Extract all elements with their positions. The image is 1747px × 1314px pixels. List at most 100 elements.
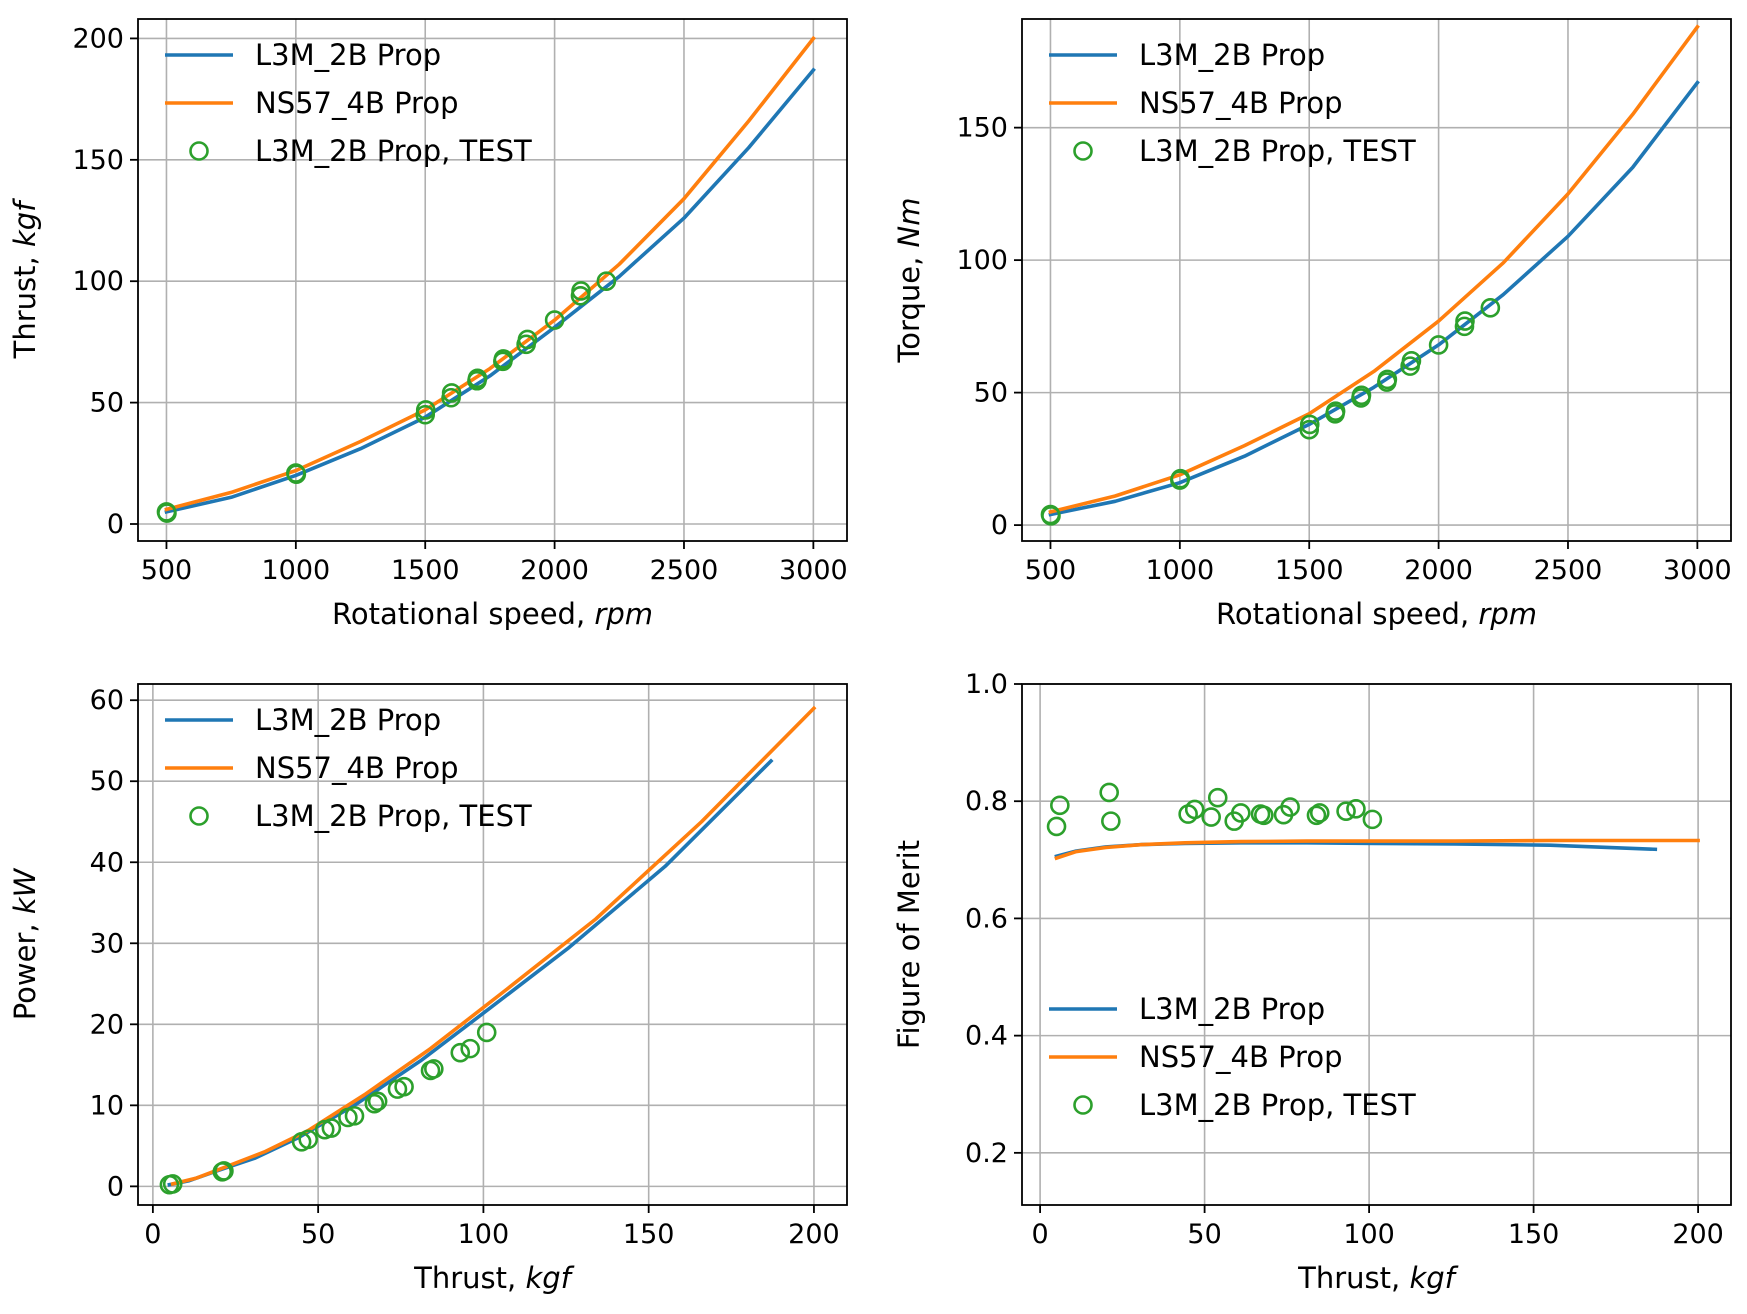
- legend: L3M_2B Prop NS57_4B Prop L3M_2B Prop, TEST: [1049, 38, 1416, 168]
- y-axis-label: Figure of Merit: [892, 840, 926, 1049]
- test-data-point: [1046, 816, 1067, 837]
- test-data-point: [1201, 807, 1221, 827]
- x-tick-label: 200: [1672, 1219, 1724, 1250]
- y-tick-label: 50: [90, 388, 124, 419]
- x-tick-label: 1000: [261, 555, 330, 586]
- legend-label: L3M_2B Prop: [1139, 992, 1325, 1026]
- test-data-point: [1362, 809, 1383, 830]
- legend-label: L3M_2B Prop, TEST: [255, 134, 532, 168]
- legend-label: NS57_4B Prop: [1139, 1040, 1342, 1074]
- x-axis-label: Rotational speed, rpm: [1216, 597, 1537, 631]
- test-data-point: [450, 1042, 471, 1063]
- test-data-point: [1299, 414, 1320, 435]
- legend-label: L3M_2B Prop, TEST: [1139, 134, 1416, 168]
- test-data-point: [214, 1161, 234, 1181]
- x-tick-label: 3000: [1663, 555, 1732, 586]
- series-line-l3m-2b-prop: [1048, 80, 1700, 517]
- legend-marker-swatch: [1073, 1095, 1093, 1115]
- x-axis-label: Thrust, kgf: [413, 1261, 575, 1295]
- y-tick-label: 0: [107, 509, 124, 540]
- x-axis-label: Rotational speed, rpm: [332, 597, 653, 631]
- test-data-point: [364, 1093, 385, 1114]
- x-tick-label: 1500: [1275, 555, 1344, 586]
- series-line-ns57-4b-prop: [1054, 838, 1700, 861]
- x-tick-label: 100: [1343, 1219, 1395, 1250]
- test-data-point: [1336, 801, 1356, 821]
- series-line-ns57-4b-prop: [164, 35, 816, 512]
- y-tick-label: 0.8: [965, 786, 1008, 817]
- y-tick-label: 0.4: [965, 1021, 1008, 1052]
- test-data-point: [476, 1022, 497, 1043]
- x-tick-label: 150: [623, 1219, 675, 1250]
- legend: L3M_2B Prop NS57_4B Prop L3M_2B Prop, TEST: [165, 703, 532, 833]
- legend-label: L3M_2B Prop, TEST: [255, 799, 532, 833]
- test-data-point: [517, 329, 538, 350]
- test-data-point: [424, 1059, 444, 1079]
- series-line-l3m-2b-prop: [164, 67, 816, 515]
- legend-label: L3M_2B Prop, TEST: [1139, 1088, 1416, 1122]
- y-tick-label: 10: [90, 1090, 124, 1121]
- y-tick-label: 40: [90, 847, 124, 878]
- test-data-point: [415, 400, 436, 420]
- legend-marker-swatch: [189, 141, 209, 161]
- y-tick-label: 0.2: [965, 1138, 1008, 1169]
- chart-panel-1: 500 1000 1500 2000 2500 3000 0 50 100 150 200 Rotat…: [8, 18, 848, 631]
- legend-label: NS57_4B Prop: [255, 86, 458, 120]
- y-tick-label: 0: [991, 510, 1008, 541]
- y-axis-label: Power, kW: [8, 867, 42, 1020]
- y-tick-label: 0: [107, 1171, 124, 1202]
- series-line-ns57-4b-prop: [1048, 24, 1700, 515]
- test-data-point: [1306, 805, 1327, 826]
- test-data-point: [162, 1174, 183, 1194]
- x-tick-label: 200: [788, 1219, 840, 1250]
- test-data-point: [1207, 787, 1228, 808]
- x-tick-label: 2500: [1534, 555, 1603, 586]
- chart-panel-2: 500 1000 1500 2000 2500 3000 0 50 100 150 Rotation…: [892, 18, 1732, 631]
- test-data-point: [1230, 803, 1251, 823]
- test-data-point: [1041, 506, 1061, 526]
- test-data-point: [1346, 799, 1366, 819]
- x-tick-label: 100: [458, 1219, 510, 1250]
- test-data-point: [1280, 797, 1300, 817]
- x-tick-label: 0: [1032, 1219, 1049, 1250]
- legend-marker-swatch: [189, 806, 209, 826]
- y-tick-label: 0.6: [965, 903, 1008, 934]
- legend-label: L3M_2B Prop: [255, 703, 441, 737]
- test-data-point: [1101, 811, 1121, 831]
- test-data-point: [1184, 799, 1205, 820]
- y-tick-label: 1.0: [965, 669, 1008, 700]
- y-tick-label: 150: [72, 145, 124, 176]
- y-tick-label: 200: [72, 23, 124, 54]
- legend: L3M_2B Prop NS57_4B Prop L3M_2B Prop, TEST: [1049, 992, 1416, 1122]
- test-data-point: [1099, 782, 1119, 803]
- y-tick-label: 50: [90, 766, 124, 797]
- test-data-point: [544, 310, 565, 330]
- legend: L3M_2B Prop NS57_4B Prop L3M_2B Prop, TEST: [165, 38, 532, 168]
- test-data-point: [460, 1038, 480, 1059]
- x-tick-label: 2000: [520, 555, 589, 586]
- y-axis-label: Torque, Nm: [892, 198, 926, 364]
- legend-marker-swatch: [1073, 141, 1093, 161]
- test-data-point: [1254, 805, 1274, 826]
- test-data-point: [157, 503, 177, 523]
- legend-label: L3M_2B Prop: [1139, 38, 1325, 72]
- test-data-point: [344, 1106, 365, 1126]
- x-tick-label: 2500: [650, 555, 719, 586]
- x-axis-label: Thrust, kgf: [1297, 1261, 1459, 1295]
- x-tick-label: 1500: [391, 555, 460, 586]
- x-tick-label: 3000: [779, 555, 848, 586]
- x-tick-label: 50: [1187, 1219, 1221, 1250]
- test-data-point: [441, 383, 462, 403]
- y-tick-label: 20: [90, 1009, 124, 1040]
- y-tick-label: 60: [90, 685, 124, 716]
- y-tick-label: 100: [72, 266, 124, 297]
- y-tick-label: 50: [974, 378, 1008, 409]
- test-data-point: [1480, 298, 1501, 318]
- y-tick-label: 30: [90, 928, 124, 959]
- test-data-point: [367, 1091, 388, 1112]
- x-tick-label: 2000: [1404, 555, 1473, 586]
- legend-label: NS57_4B Prop: [255, 751, 458, 785]
- chart-panel-3: 0 50 100 150 200 0 10 20 30 40 50 60 Thrust, kgf Powe…: [8, 683, 848, 1295]
- test-data-point: [321, 1118, 342, 1138]
